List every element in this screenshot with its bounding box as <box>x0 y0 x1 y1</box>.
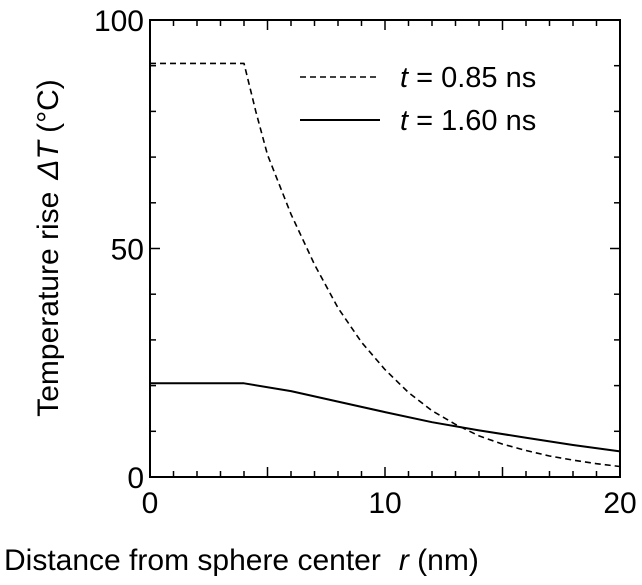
series-lines <box>150 62 621 468</box>
y-axis-title-text: Temperature rise <box>32 192 65 417</box>
y-axis-title-var: ΔT <box>32 139 65 181</box>
y-tick-label: 100 <box>94 5 144 38</box>
x-axis-title: Distance from sphere center r (nm) <box>4 544 479 577</box>
y-axis-title-unit: (°C) <box>32 79 65 141</box>
x-axis-title-unit: (nm) <box>409 544 479 577</box>
y-axis-title: Temperature rise ΔT (°C) <box>32 79 65 417</box>
legend-label-series-1: t = 0.85 ns <box>400 62 536 94</box>
x-tick-label: 10 <box>368 487 401 520</box>
y-tick-labels: 0 50 100 <box>94 5 144 495</box>
x-tick-label: 0 <box>142 487 159 520</box>
x-tick-labels: 0 10 20 <box>142 487 637 520</box>
y-tick-label: 0 <box>127 462 144 495</box>
x-axis-title-var: r <box>399 544 410 577</box>
legend: t = 0.85 ns t = 1.60 ns <box>300 62 536 137</box>
axis-ticks <box>149 19 621 478</box>
legend-rest-series-2: = 1.60 ns <box>408 105 536 137</box>
plot-frame <box>149 19 621 478</box>
legend-rest-series-1: = 0.85 ns <box>408 62 536 94</box>
series-line-2 <box>150 382 621 453</box>
legend-var-series-2: t <box>400 105 410 137</box>
legend-var-series-1: t <box>400 62 410 94</box>
y-tick-label: 50 <box>111 234 144 267</box>
x-tick-label: 20 <box>603 487 636 520</box>
legend-label-series-2: t = 1.60 ns <box>400 105 536 137</box>
series-line-1 <box>150 62 621 468</box>
x-axis-title-text: Distance from sphere center <box>4 544 381 577</box>
